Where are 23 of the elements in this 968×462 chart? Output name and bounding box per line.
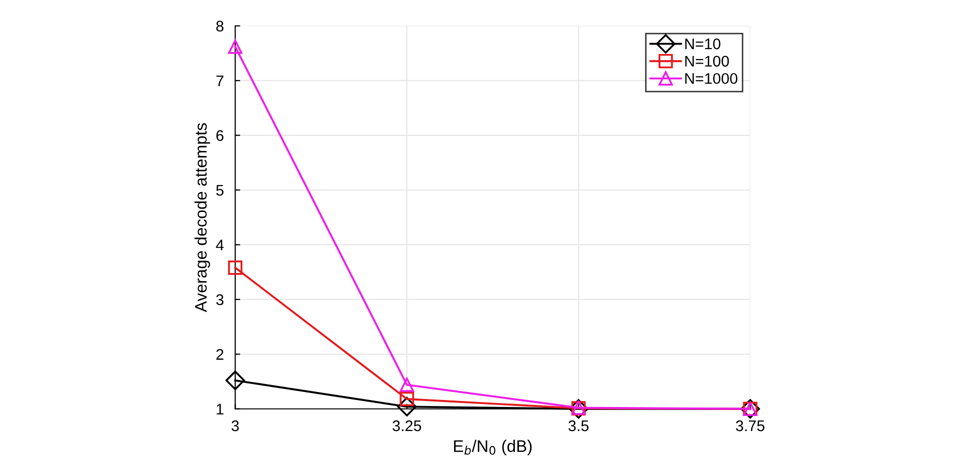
y-tick-label: 5 [216,185,224,196]
x-tick-label: 3.5 [568,420,589,432]
point [400,392,414,406]
y-axis-title: Average decode attempts [194,123,210,312]
legend-label: N=100 [685,56,729,67]
legend-label: N=1000 [685,73,738,84]
legend-label: N=10 [685,38,720,50]
y-tick-label: 8 [216,20,224,32]
point [397,396,417,416]
x-tick-label: 3.75 [736,420,764,432]
y-tick-label: 4 [216,240,224,250]
point [400,378,414,392]
x-tick-label: 3 [232,420,239,432]
y-tick-label: 6 [216,130,224,141]
x-tick-label: 3.25 [392,420,422,432]
y-tick-label: 2 [216,349,224,360]
point [225,370,245,390]
point [228,40,242,54]
y-tick-label: 3 [216,294,224,306]
x-axis-title: E$_{b}$/N$_{0}$ (dB) [454,440,532,456]
point [228,260,242,275]
y-tick-label: 7 [216,76,224,86]
y-tick-label: 1 [216,404,224,414]
